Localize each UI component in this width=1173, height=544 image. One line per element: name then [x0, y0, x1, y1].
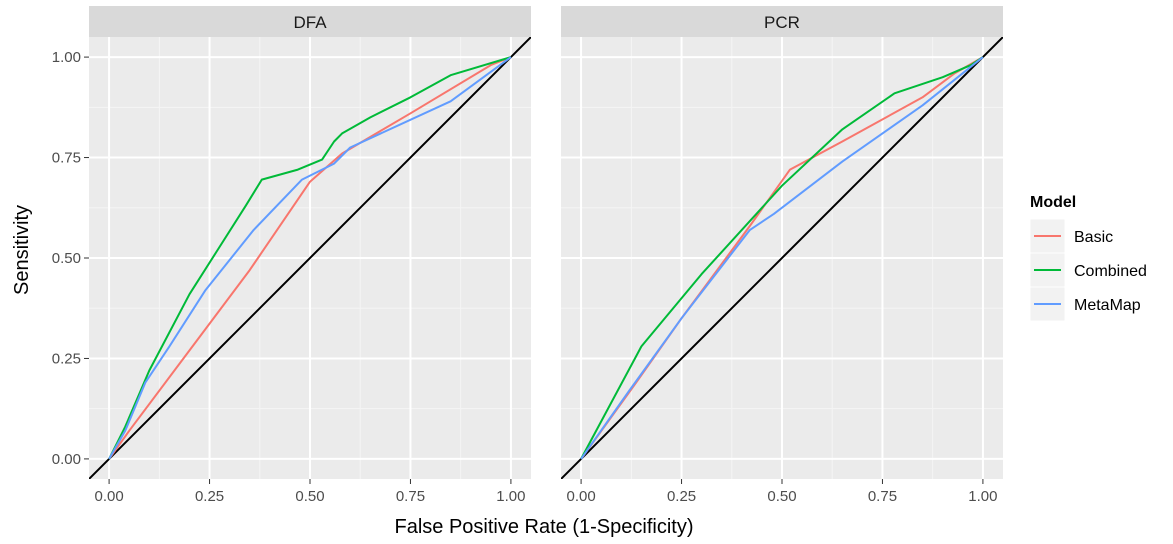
y-tick-label: 0.00	[52, 451, 81, 468]
legend-title: Model	[1030, 194, 1076, 211]
x-tick-label: 0.75	[396, 488, 425, 505]
panel-pcr: PCR 0.00 0.25 0.50 0.75 1.00	[561, 6, 1003, 505]
legend-label-basic: Basic	[1074, 229, 1113, 246]
facet-panels: DFA 0.00 0.25 0.50 0.75 1.00 0.00 0.25 0.50 0.75 1…	[52, 6, 1003, 505]
legend: Model Basic Combined MetaMap	[1029, 194, 1147, 322]
x-tick-label: 0.75	[868, 488, 897, 505]
y-axis-title: Sensitivity	[11, 205, 33, 295]
panel-lines	[561, 37, 1003, 479]
x-axis-title: False Positive Rate (1-Specificity)	[395, 516, 694, 538]
x-tick-label: 0.50	[295, 488, 324, 505]
facet-strip	[561, 6, 1003, 37]
x-tick-label: 0.00	[94, 488, 123, 505]
reference-diagonal-line	[561, 37, 1003, 479]
x-tick-label: 0.50	[767, 488, 796, 505]
panel-lines	[89, 37, 531, 479]
x-tick-label: 0.25	[667, 488, 696, 505]
legend-label-combined: Combined	[1074, 263, 1147, 280]
x-tick-label: 1.00	[968, 488, 997, 505]
facet-strip-label: PCR	[764, 13, 800, 32]
facet-strip-label: DFA	[293, 13, 327, 32]
y-tick-label: 1.00	[52, 49, 81, 66]
facet-strip	[89, 6, 531, 37]
y-tick-label: 0.75	[52, 150, 81, 167]
x-tick-label: 1.00	[496, 488, 525, 505]
y-tick-label: 0.25	[52, 350, 81, 367]
x-tick-label: 0.25	[195, 488, 224, 505]
series-line-combined	[108, 56, 512, 460]
y-tick-label: 0.50	[52, 250, 81, 267]
legend-label-metamap: MetaMap	[1074, 297, 1141, 314]
panel-dfa: DFA 0.00 0.25 0.50 0.75 1.00 0.00 0.25 0.50 0.75 1…	[52, 6, 531, 505]
reference-diagonal-line	[89, 37, 531, 479]
x-tick-label: 0.00	[566, 488, 595, 505]
series-line-metamap	[580, 56, 984, 460]
series-line-basic	[108, 56, 512, 460]
series-line-metamap	[108, 56, 512, 460]
series-line-combined	[580, 56, 984, 460]
